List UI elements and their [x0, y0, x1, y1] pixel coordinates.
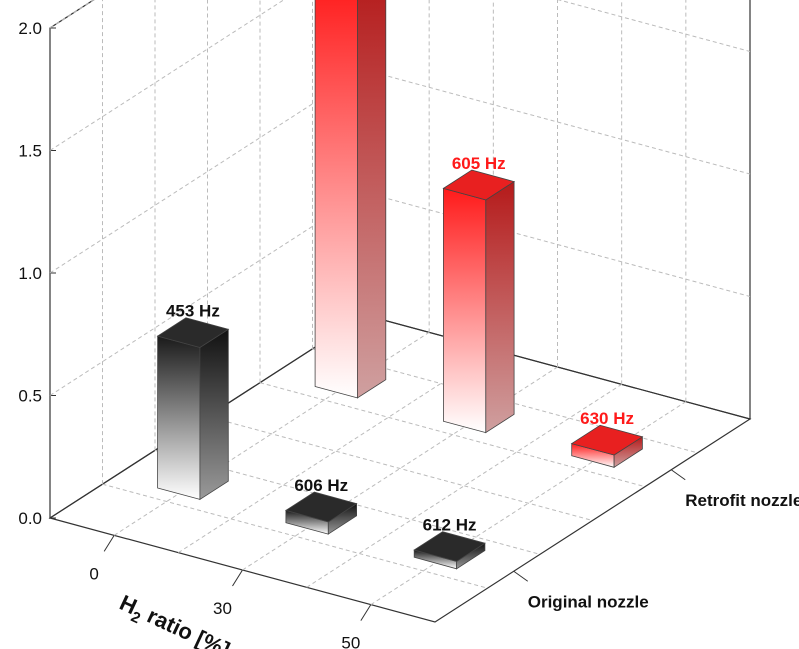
- bar-side-face: [485, 180, 515, 434]
- bar-front-face: [314, 0, 358, 399]
- y-category-label: Retrofit nozzle: [685, 491, 799, 510]
- labels: H2 ratio [%] 0.00.51.01.52.003050Origina…: [18, 19, 799, 649]
- x-tick: [360, 604, 372, 621]
- bar-top-face: [442, 169, 516, 201]
- x-tick: [232, 569, 243, 587]
- data-label: 630 Hz: [580, 409, 634, 428]
- x-tick-label: 30: [213, 599, 232, 618]
- bar-front-face: [157, 335, 201, 500]
- y-category-label: Original nozzle: [528, 592, 649, 611]
- x-tick-label: 0: [89, 564, 98, 583]
- x-tick: [103, 535, 115, 552]
- bar-top-face: [413, 531, 486, 562]
- data-label: 453 Hz: [166, 302, 220, 321]
- bar: [413, 531, 486, 570]
- bar-side-face: [199, 328, 229, 501]
- z-tick-label: 0.5: [18, 387, 42, 406]
- z-grid-line: [49, 69, 751, 274]
- y-tick: [513, 570, 529, 582]
- data-label: 606 Hz: [294, 476, 348, 495]
- data-label: 612 Hz: [423, 516, 477, 535]
- x-tick-label: 50: [341, 634, 360, 649]
- bar-top-face: [284, 491, 358, 523]
- y-tick: [670, 469, 686, 481]
- floor-grid-line: [259, 382, 646, 488]
- bar: [284, 491, 358, 535]
- grid-lines: [49, 0, 751, 606]
- bar-side-face: [356, 0, 387, 399]
- bar: [314, 0, 387, 399]
- bar: [156, 317, 230, 501]
- bar: [442, 169, 516, 434]
- z-tick-label: 0.0: [18, 509, 42, 528]
- data-label: 605 Hz: [452, 154, 506, 173]
- bars: [156, 0, 644, 570]
- floor-grid-line: [102, 483, 488, 589]
- bar-top-face: [570, 424, 644, 456]
- z-tick-label: 1.0: [18, 264, 42, 283]
- z-tick-label: 2.0: [18, 19, 42, 38]
- bar: [570, 424, 644, 469]
- bar-top-face: [156, 317, 230, 348]
- z-tick-label: 1.5: [18, 142, 42, 161]
- floor-grid-line: [207, 416, 593, 521]
- bar-front-face: [442, 187, 487, 434]
